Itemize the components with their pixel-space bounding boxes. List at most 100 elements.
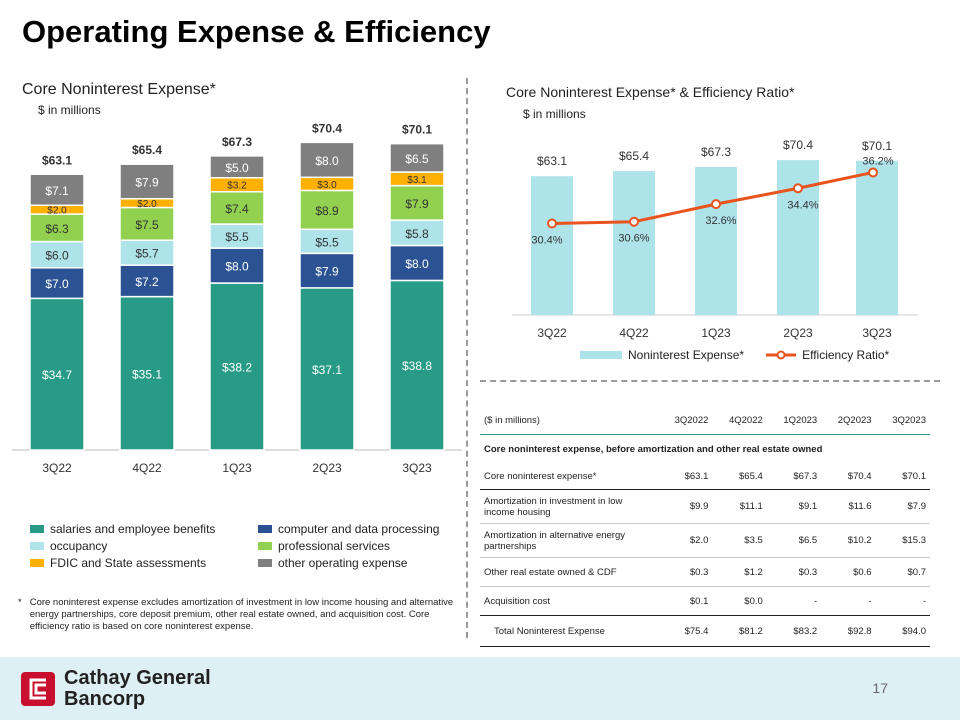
bar-value-label: $63.1 bbox=[537, 154, 567, 168]
table-cell: 4Q2022 bbox=[712, 407, 767, 435]
bar-segment bbox=[29, 297, 85, 451]
bar-segment bbox=[209, 223, 265, 249]
table-cell: $7.9 bbox=[875, 489, 930, 524]
legend-swatch bbox=[30, 525, 44, 533]
page-number: 17 bbox=[872, 680, 888, 696]
legend-swatch bbox=[580, 351, 622, 359]
table-cell: $65.4 bbox=[712, 463, 767, 490]
table-cell: - bbox=[766, 586, 822, 616]
legend-item: Noninterest Expense* bbox=[580, 348, 744, 362]
efficiency-label: 32.6% bbox=[705, 215, 736, 227]
table-cell: $0.7 bbox=[875, 557, 930, 587]
legend-swatch bbox=[258, 525, 272, 533]
legend-label: computer and data processing bbox=[278, 522, 440, 536]
table-cell: Amortization in alternative energy partn… bbox=[480, 523, 658, 558]
footer bbox=[0, 657, 960, 720]
table-cell: 2Q2023 bbox=[821, 407, 876, 435]
logo-text: Cathay General Bancorp bbox=[64, 667, 211, 710]
expense-bar bbox=[613, 171, 655, 315]
data-label: $8.9 bbox=[315, 204, 339, 218]
right-legend: Noninterest Expense* Efficiency Ratio* bbox=[580, 348, 889, 362]
bar-segment bbox=[119, 163, 175, 200]
table-total-row: Total Noninterest Expense $75.4 $81.2 $83.2… bbox=[480, 615, 930, 647]
table-cell: $10.2 bbox=[821, 523, 876, 558]
expense-bar bbox=[856, 160, 898, 315]
bar-segment bbox=[299, 141, 355, 179]
expense-table: ($ in millions) 3Q2022 4Q2022 1Q2023 2Q2023 3… bbox=[480, 407, 930, 647]
bar-segment bbox=[389, 279, 445, 451]
legend-item: Efficiency Ratio* bbox=[766, 348, 889, 362]
bar-segment bbox=[29, 173, 85, 207]
data-label: $8.0 bbox=[225, 260, 249, 274]
data-label: $5.8 bbox=[405, 227, 429, 241]
table-cell: $70.4 bbox=[821, 463, 876, 490]
table-cell: $3.5 bbox=[712, 523, 767, 558]
table-row: Amortization in investment in low income… bbox=[480, 489, 930, 524]
bar-segment bbox=[119, 295, 175, 451]
x-tick-label: 4Q22 bbox=[132, 461, 162, 475]
x-tick-label: 3Q22 bbox=[537, 326, 567, 340]
table-cell: $11.1 bbox=[712, 489, 767, 524]
data-label: $5.5 bbox=[315, 235, 339, 249]
efficiency-label: 36.2% bbox=[862, 155, 893, 167]
x-tick-label: 3Q22 bbox=[42, 461, 72, 475]
bar-value-label: $65.4 bbox=[619, 149, 649, 163]
data-label: $7.9 bbox=[405, 197, 429, 211]
total-label: $67.3 bbox=[222, 135, 252, 149]
left-chart-subtitle: Core Noninterest Expense* bbox=[22, 81, 216, 98]
x-tick-label: 1Q23 bbox=[222, 461, 252, 475]
table-cell: $2.0 bbox=[658, 523, 713, 558]
table-cell: $6.5 bbox=[766, 523, 822, 558]
data-label: $3.2 bbox=[227, 181, 247, 192]
table-cell: Core noninterest expense, before amortiz… bbox=[484, 443, 823, 455]
data-label: $37.1 bbox=[312, 363, 342, 377]
table-cell: - bbox=[875, 586, 930, 616]
efficiency-point bbox=[868, 167, 878, 178]
page-title: Operating Expense & Efficiency bbox=[22, 14, 491, 49]
x-tick-label: 2Q23 bbox=[783, 326, 813, 340]
bar-value-label: $67.3 bbox=[701, 145, 731, 159]
expense-bar bbox=[695, 166, 737, 315]
data-label: $7.4 bbox=[225, 202, 249, 216]
data-label: $7.0 bbox=[45, 277, 69, 291]
table-cell: $9.1 bbox=[766, 489, 822, 524]
legend-label: other operating expense bbox=[278, 556, 408, 570]
total-label: $65.4 bbox=[132, 143, 162, 157]
x-tick-label: 3Q23 bbox=[402, 461, 432, 475]
table-cell: $81.2 bbox=[712, 615, 767, 647]
bar-segment bbox=[29, 240, 85, 269]
bar-segment bbox=[119, 264, 175, 298]
legend-label: FDIC and State assessments bbox=[50, 556, 207, 570]
table-cell: $67.3 bbox=[766, 463, 822, 490]
legend-label: professional services bbox=[278, 539, 391, 553]
table-row: Acquisition cost $0.1 $0.0- - - bbox=[480, 586, 930, 616]
table-row: Core noninterest expense* $63.1 $65.4 $67.3… bbox=[480, 463, 930, 490]
table-section-header: Core noninterest expense, before amortiz… bbox=[480, 435, 930, 464]
legend-item: FDIC and State assessments bbox=[30, 556, 258, 570]
table-cell: $94.0 bbox=[875, 615, 930, 647]
x-tick-label: 3Q23 bbox=[862, 326, 892, 340]
legend-item: other operating expense bbox=[258, 556, 458, 570]
legend-item: professional services bbox=[258, 539, 458, 553]
data-label: $7.5 bbox=[135, 218, 159, 232]
table-cell: - bbox=[821, 586, 876, 616]
table-cell: Core noninterest expense* bbox=[480, 463, 658, 490]
data-label: $7.2 bbox=[135, 275, 159, 289]
legend-swatch bbox=[30, 559, 44, 567]
legend-label: Noninterest Expense* bbox=[628, 348, 745, 362]
table-cell: 3Q2023 bbox=[875, 407, 930, 435]
table-cell: Acquisition cost bbox=[480, 586, 658, 616]
efficiency-point bbox=[793, 183, 803, 194]
data-label: $7.1 bbox=[45, 184, 69, 198]
legend-swatch bbox=[30, 542, 44, 550]
data-label: $5.0 bbox=[225, 161, 249, 175]
table-cell: ($ in millions) bbox=[480, 407, 658, 435]
data-label: $6.3 bbox=[45, 222, 69, 236]
total-label: $70.1 bbox=[402, 123, 432, 137]
data-label: $35.1 bbox=[132, 367, 162, 381]
cathay-logo-icon bbox=[21, 672, 55, 706]
efficiency-label: 34.4% bbox=[787, 199, 818, 211]
divider bbox=[480, 380, 940, 382]
data-label: $3.1 bbox=[407, 175, 427, 186]
x-tick-label: 1Q23 bbox=[701, 326, 731, 340]
